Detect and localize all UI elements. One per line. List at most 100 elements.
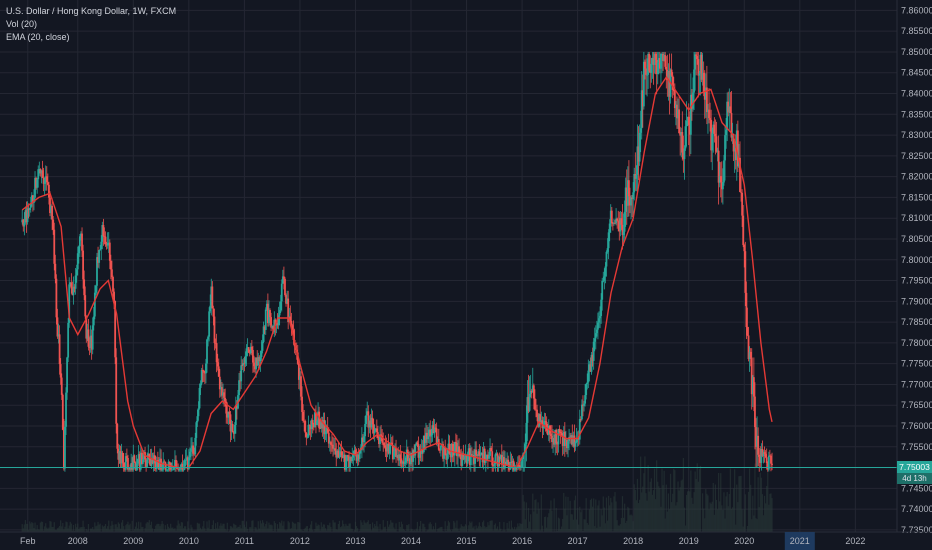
candle-body xyxy=(43,179,46,184)
volume-bar xyxy=(712,482,714,532)
volume-bar xyxy=(301,530,303,532)
candle-body xyxy=(664,55,667,67)
volume-bar xyxy=(481,522,484,532)
candle-body xyxy=(743,245,746,252)
candle-body xyxy=(762,452,765,457)
volume-bar xyxy=(616,520,618,532)
volume-bar xyxy=(740,475,742,532)
volume-bar xyxy=(312,529,314,532)
volume-bar xyxy=(519,523,521,532)
candle-body xyxy=(257,357,260,366)
candle-body xyxy=(709,118,711,120)
volume-bar xyxy=(568,529,570,532)
candle-body xyxy=(153,455,156,461)
volume-bar xyxy=(383,527,385,532)
volume-bar xyxy=(114,524,116,532)
volume-bar xyxy=(223,523,225,532)
volume-bar xyxy=(302,530,304,532)
candle-body xyxy=(462,453,465,460)
candle-body xyxy=(137,454,140,459)
volume-bar xyxy=(357,528,359,532)
price-axis-tick-label: 7.74500 xyxy=(901,483,932,493)
volume-bar xyxy=(446,525,448,532)
candle-body xyxy=(35,177,38,188)
candle-body xyxy=(466,453,469,464)
candle-body xyxy=(58,334,61,365)
candle-body xyxy=(333,448,336,450)
candle-body xyxy=(160,458,162,470)
candle-body xyxy=(352,454,355,458)
volume-bar xyxy=(120,522,123,532)
volume-bar xyxy=(738,476,740,532)
volume-bar xyxy=(77,523,79,532)
volume-bar xyxy=(526,528,529,532)
volume-bar xyxy=(332,520,334,532)
time-axis-tick-label: 2009 xyxy=(123,536,143,546)
volume-bar xyxy=(316,526,318,532)
candle-body xyxy=(449,453,452,458)
volume-bar xyxy=(83,526,85,532)
volume-bar xyxy=(206,521,208,532)
volume-bar xyxy=(408,524,410,532)
candle-body xyxy=(253,362,255,367)
candle-body xyxy=(85,316,88,339)
volume-bar xyxy=(272,530,274,532)
volume-bar xyxy=(217,522,219,532)
candle-body xyxy=(338,456,341,458)
volume-bar xyxy=(711,501,713,532)
volume-bar xyxy=(176,525,178,532)
candle-body xyxy=(202,371,205,373)
candle-body xyxy=(196,416,199,423)
price-axis-tick-label: 7.85000 xyxy=(901,47,932,57)
candle-body xyxy=(99,249,102,251)
price-axis-tick-label: 7.80500 xyxy=(901,234,932,244)
price-axis-tick-label: 7.85500 xyxy=(901,26,932,36)
candle-body xyxy=(595,329,598,334)
volume-bar xyxy=(117,522,119,532)
volume-bar xyxy=(463,526,466,532)
candle-body xyxy=(431,425,434,436)
volume-bar xyxy=(713,514,715,532)
candle-body xyxy=(171,469,174,471)
volume-bar xyxy=(456,520,458,532)
candle-body xyxy=(649,70,652,73)
time-axis-highlight xyxy=(784,532,815,550)
candle-body xyxy=(519,465,521,468)
candle-body xyxy=(648,54,651,71)
volume-bar xyxy=(157,523,159,532)
price-axis-tick-label: 7.78500 xyxy=(901,317,932,327)
volume-bar xyxy=(727,506,729,532)
candle-body xyxy=(613,222,615,224)
volume-bar xyxy=(565,496,567,532)
candle-body xyxy=(636,146,639,175)
candle-body xyxy=(275,322,278,326)
volume-bar xyxy=(534,500,536,532)
candle-body xyxy=(364,423,366,437)
volume-bar xyxy=(640,456,642,532)
volume-bar xyxy=(265,523,267,532)
volume-bar xyxy=(144,528,146,532)
volume-bar xyxy=(743,508,745,532)
candle-body xyxy=(310,419,313,430)
candle-body xyxy=(491,451,494,466)
volume-bar xyxy=(537,502,539,532)
candle-body xyxy=(630,197,632,206)
candle-body xyxy=(219,387,222,390)
volume-bar xyxy=(524,519,526,532)
volume-bar xyxy=(598,500,600,532)
candle-body xyxy=(269,310,271,318)
volume-bar xyxy=(296,529,298,532)
candle-body xyxy=(554,429,557,445)
volume-bar xyxy=(193,530,195,532)
candle-body xyxy=(755,427,757,447)
volume-bar xyxy=(538,508,540,532)
candle-body xyxy=(668,71,671,97)
candle-body xyxy=(707,109,709,113)
volume-bar xyxy=(618,525,620,532)
volume-bar xyxy=(367,520,369,532)
candle-body xyxy=(447,443,450,454)
candle-body xyxy=(114,301,117,358)
volume-bar xyxy=(40,521,43,532)
volume-bar xyxy=(238,526,240,532)
